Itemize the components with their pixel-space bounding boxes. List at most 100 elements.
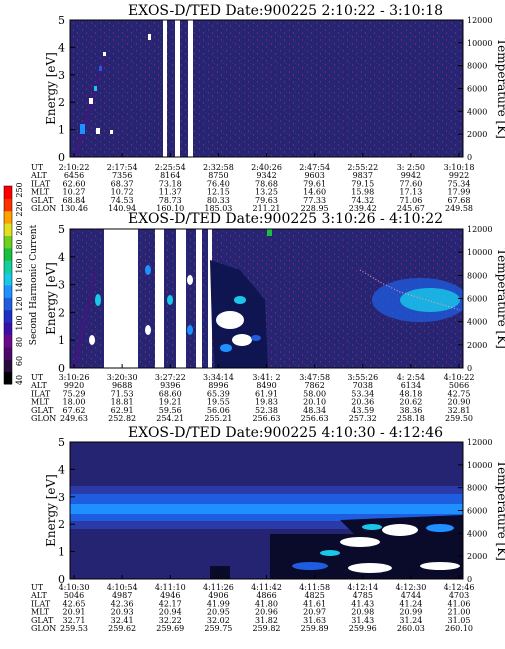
panel-2-axes: 0 1 2 3 4 5 0 2000 4000 6000 8000 10000 12000 Energy …: [44, 223, 505, 375]
colorbar-swatch: [4, 247, 12, 261]
orbit-cell: 254.21: [156, 414, 184, 423]
orbit-cell: 140.94: [108, 204, 136, 213]
temperature-tick-label: 0: [467, 575, 472, 584]
energy-tick-label: 3: [58, 69, 65, 82]
panel-3-plasma-feature: [348, 563, 392, 573]
temperature-tick-label: 4000: [467, 318, 487, 327]
orbit-cell: 43.59: [351, 406, 374, 415]
panel-2-hot-spot: [267, 229, 272, 236]
temperature-tick-label: 2000: [467, 341, 487, 350]
orbit-cell: 79.63: [255, 196, 278, 205]
energy-tick-label: 0: [58, 573, 65, 586]
orbit-cell: 20.96: [255, 608, 278, 617]
orbit-cell: 48.18: [399, 389, 422, 398]
orbit-cell: 130.46: [60, 204, 88, 213]
panel-2-plasma-feature: [220, 344, 232, 352]
orbit-cell: 76.40: [207, 179, 230, 188]
temperature-tick-label: 0: [467, 153, 472, 162]
orbit-cell: 4:12:14: [347, 583, 378, 592]
panel-2-warm-plasma-core: [400, 288, 460, 312]
orbit-cell: 10.72: [111, 188, 134, 197]
colorbar-tick-label: 180: [15, 239, 24, 254]
panel-1-streak-blob: [96, 128, 100, 134]
orbit-cell: 7862: [304, 381, 324, 390]
orbit-cell: 259.96: [349, 624, 377, 633]
orbit-cell: 259.69: [156, 624, 184, 633]
orbit-cell: 2:25:54: [155, 163, 186, 172]
orbit-row-label: ILAT: [31, 389, 51, 398]
energy-tick-label: 4: [58, 251, 65, 264]
panel-2-title: EXOS-D/TED Date:900225 3:10:26 - 4:10:22: [128, 211, 444, 227]
orbit-cell: 67.68: [448, 196, 471, 205]
orbit-cell: 20.36: [351, 398, 374, 407]
colorbar-swatch: [4, 297, 12, 311]
colorbar-swatch: [4, 198, 12, 212]
orbit-cell: 38.36: [399, 406, 422, 415]
panel-1-data-gap: [163, 20, 167, 157]
colorbar-swatch: [4, 334, 12, 348]
energy-tick-label: 2: [58, 518, 65, 531]
orbit-row-label: ILAT: [31, 599, 51, 608]
panel-2-dispersion-streak: [72, 270, 97, 368]
orbit-cell: 41.43: [351, 599, 374, 608]
orbit-row-label: ILAT: [31, 179, 51, 188]
orbit-cell: 252.82: [108, 414, 136, 423]
panel-3-plasma-feature: [292, 562, 328, 570]
orbit-row-label: ALT: [30, 381, 47, 390]
panel-3-band: [70, 494, 463, 504]
colorbar-swatch: [4, 359, 12, 373]
orbit-cell: 3:34:14: [203, 373, 234, 382]
orbit-cell: 249.58: [445, 204, 473, 213]
orbit-cell: 13.25: [255, 188, 278, 197]
orbit-cell: 71.53: [111, 389, 134, 398]
orbit-cell: 160.10: [156, 204, 184, 213]
colorbar: 40 60 80 100 120 140 160 180 200 220 250 Second Har…: [3, 182, 39, 385]
orbit-cell: 259.53: [60, 624, 88, 633]
orbit-row-label: GLON: [31, 204, 56, 213]
panel-2-data-gap: [155, 229, 164, 368]
orbit-cell: 19.83: [255, 398, 278, 407]
orbit-cell: 9342: [256, 171, 276, 180]
orbit-cell: 19.55: [207, 398, 230, 407]
orbit-cell: 5046: [64, 591, 84, 600]
colorbar-tick-label: 120: [15, 296, 24, 311]
orbit-cell: 9922: [449, 171, 469, 180]
panel-2-plasma-feature: [89, 335, 95, 345]
colorbar-tick-label: 80: [15, 337, 24, 347]
orbit-cell: 31.63: [303, 616, 326, 625]
colorbar-tick-label: 200: [15, 220, 24, 235]
panel-1-spectrogram-features: [74, 20, 193, 157]
orbit-row-label: MLT: [31, 608, 50, 617]
orbit-cell: 4:11:10: [155, 583, 186, 592]
panel-2-data-gap: [104, 229, 138, 368]
orbit-cell: 42.65: [63, 599, 86, 608]
orbit-cell: 68.60: [159, 389, 182, 398]
orbit-cell: 78.68: [255, 179, 278, 188]
orbit-cell: 41.06: [448, 599, 471, 608]
orbit-cell: 256.63: [301, 414, 329, 423]
energy-tick-label: 3: [58, 491, 65, 504]
temperature-tick-label: 2000: [467, 552, 487, 561]
temperature-tick-label: 8000: [467, 271, 487, 280]
orbit-cell: 4:10:54: [107, 583, 138, 592]
orbit-cell: 75.34: [448, 179, 471, 188]
orbit-cell: 2:47:54: [299, 163, 330, 172]
orbit-cell: 65.39: [207, 389, 230, 398]
panel-1-data-gap: [188, 20, 193, 157]
panel-3-band: [70, 521, 463, 529]
orbit-cell: 6134: [401, 381, 421, 390]
colorbar-swatch: [4, 322, 12, 335]
orbit-cell: 7038: [353, 381, 373, 390]
orbit-cell: 9688: [112, 381, 132, 390]
orbit-cell: 20.91: [63, 608, 86, 617]
panel-3-axes: 0 1 2 3 4 5 0 2000 4000 6000 8000 10000 12000 Energy …: [44, 436, 505, 586]
energy-tick-label: 4: [58, 41, 65, 54]
energy-tick-label: 0: [58, 151, 65, 164]
orbit-row-label: ALT: [30, 591, 47, 600]
orbit-cell: 5066: [449, 381, 469, 390]
orbit-cell: 32.71: [63, 616, 86, 625]
orbit-cell: 32.22: [159, 616, 182, 625]
orbit-cell: 42.75: [448, 389, 471, 398]
temperature-tick-label: 10000: [467, 39, 492, 48]
